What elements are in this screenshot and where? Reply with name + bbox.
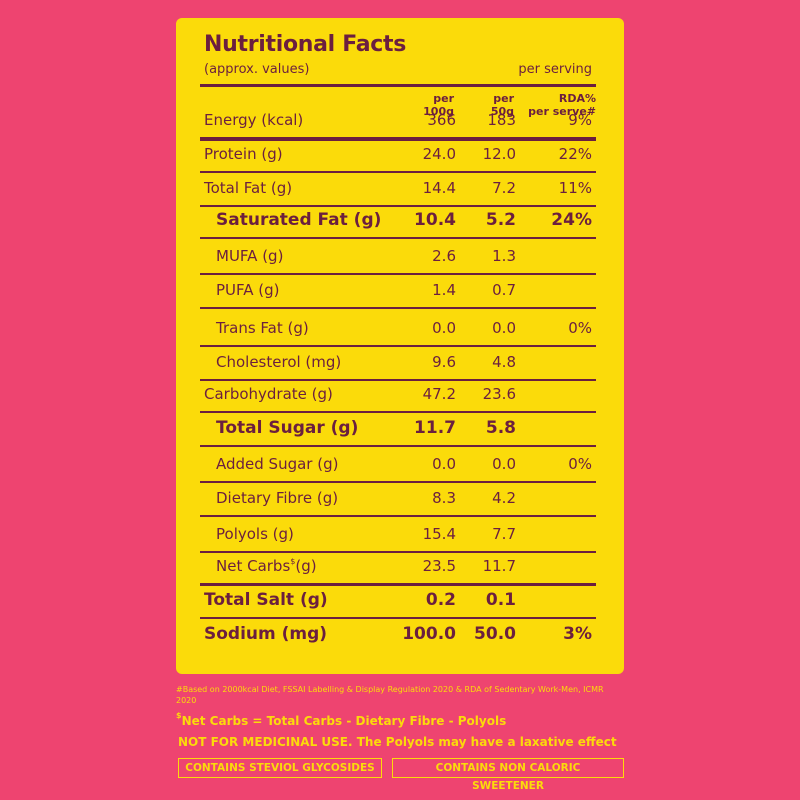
value-rda: 11% [558,179,592,197]
value-per-100g: 9.6 [432,353,456,371]
divider [200,307,596,309]
nutrient-label: Carbohydrate (g) [204,385,333,403]
nutrient-label: PUFA (g) [216,281,280,299]
divider [200,237,596,239]
divider [200,171,596,173]
table-row: Protein (g) 24.0 12.0 22% [200,138,596,170]
table-row: Carbohydrate (g) 47.2 23.6 [200,378,596,410]
value-per-100g: 14.4 [422,179,456,197]
table-row: Saturated Fat (g) 10.4 5.2 24% [200,204,596,236]
value-per-100g: 366 [427,111,456,129]
value-per-100g: 100.0 [402,624,456,644]
value-per-100g: 8.3 [432,489,456,507]
value-rda: 9% [568,111,592,129]
value-per-50g: 50.0 [474,624,516,644]
col-header-per-100g: per 100g [423,92,454,118]
divider [200,481,596,483]
nutrient-label: Saturated Fat (g) [216,210,382,230]
value-per-100g: 24.0 [422,145,456,163]
nutrient-label: Polyols (g) [216,525,294,543]
panel-title: Nutritional Facts [204,32,406,57]
nutrient-label: Total Sugar (g) [216,418,359,438]
table-row: Trans Fat (g) 0.0 0.0 0% [200,312,596,344]
nutrient-label: Added Sugar (g) [216,455,339,473]
table-row: Net Carbs$(g) 23.5 11.7 [200,550,596,582]
table-row: Cholesterol (mg) 9.6 4.8 [200,346,596,378]
divider [200,273,596,275]
table-row: MUFA (g) 2.6 1.3 [200,240,596,272]
nutrition-panel: Nutritional Facts (approx. values) per s… [176,18,624,674]
col-header-rda: RDA% per serve# [528,92,596,118]
value-per-100g: 0.0 [432,319,456,337]
nutrient-label: Trans Fat (g) [216,319,309,337]
value-per-50g: 1.3 [492,247,516,265]
table-row: Energy (kcal) 366 183 9% [200,104,596,136]
divider [200,515,596,517]
value-per-50g: 0.0 [492,319,516,337]
value-rda: 0% [568,455,592,473]
value-rda: 3% [563,624,592,644]
value-per-50g: 4.2 [492,489,516,507]
value-per-50g: 0.1 [485,590,516,610]
col-header-per-50g: per 50g [490,92,514,118]
divider [200,551,596,553]
value-rda: 0% [568,319,592,337]
panel-subtitle: (approx. values) [204,62,310,77]
value-per-100g: 10.4 [414,210,456,230]
nutrient-label: Cholesterol (mg) [216,353,342,371]
value-per-100g: 23.5 [422,557,456,575]
nutrient-label: Sodium (mg) [204,624,328,644]
value-per-50g: 0.0 [492,455,516,473]
divider [200,84,596,87]
table-row: Added Sugar (g) 0.0 0.0 0% [200,448,596,480]
divider [200,445,596,447]
table-row: Polyols (g) 15.4 7.7 [200,518,596,550]
value-per-100g: 2.6 [432,247,456,265]
table-row: Total Fat (g) 14.4 7.2 11% [200,172,596,204]
nutrient-label: Total Salt (g) [204,590,328,610]
value-per-50g: 7.7 [492,525,516,543]
divider [200,205,596,207]
value-per-100g: 1.4 [432,281,456,299]
per-serving-label: per serving [518,62,592,77]
value-per-100g: 0.2 [425,590,456,610]
footnote: #Based on 2000kcal Diet, FSSAI Labelling… [176,685,604,705]
nutrient-label: MUFA (g) [216,247,284,265]
value-per-50g: 12.0 [482,145,516,163]
divider [200,345,596,347]
table-row: Total Sugar (g) 11.7 5.8 [200,412,596,444]
steviol-badge: CONTAINS STEVIOL GLYCOSIDES [178,758,382,778]
table-row: PUFA (g) 1.4 0.7 [200,274,596,306]
value-per-50g: 5.8 [485,418,516,438]
value-per-100g: 47.2 [422,385,456,403]
divider [200,379,596,381]
nutrient-label: Protein (g) [204,145,283,163]
nutrient-label: Total Fat (g) [204,179,293,197]
divider [200,138,596,141]
nutrient-label: Net Carbs$(g) [216,557,317,575]
nutrient-label: Energy (kcal) [204,111,304,129]
value-per-100g: 15.4 [422,525,456,543]
value-per-50g: 183 [487,111,516,129]
medicinal-warning: NOT FOR MEDICINAL USE. The Polyols may h… [178,735,617,749]
nutrient-label: Dietary Fibre (g) [216,489,339,507]
value-per-50g: 23.6 [482,385,516,403]
table-row: Sodium (mg) 100.0 50.0 3% [200,618,596,650]
value-rda: 24% [551,210,592,230]
net-carbs-note: $Net Carbs = Total Carbs - Dietary Fibre… [176,711,507,729]
value-per-50g: 5.2 [485,210,516,230]
value-per-50g: 0.7 [492,281,516,299]
divider [200,583,596,586]
value-per-50g: 11.7 [482,557,516,575]
table-row: Dietary Fibre (g) 8.3 4.2 [200,482,596,514]
value-rda: 22% [558,145,592,163]
value-per-50g: 4.8 [492,353,516,371]
table-row: Total Salt (g) 0.2 0.1 [200,584,596,616]
value-per-100g: 0.0 [432,455,456,473]
divider [200,617,596,619]
sweetener-badge: CONTAINS NON CALORIC SWEETENER [392,758,624,792]
value-per-50g: 7.2 [492,179,516,197]
divider [200,411,596,413]
value-per-100g: 11.7 [414,418,456,438]
